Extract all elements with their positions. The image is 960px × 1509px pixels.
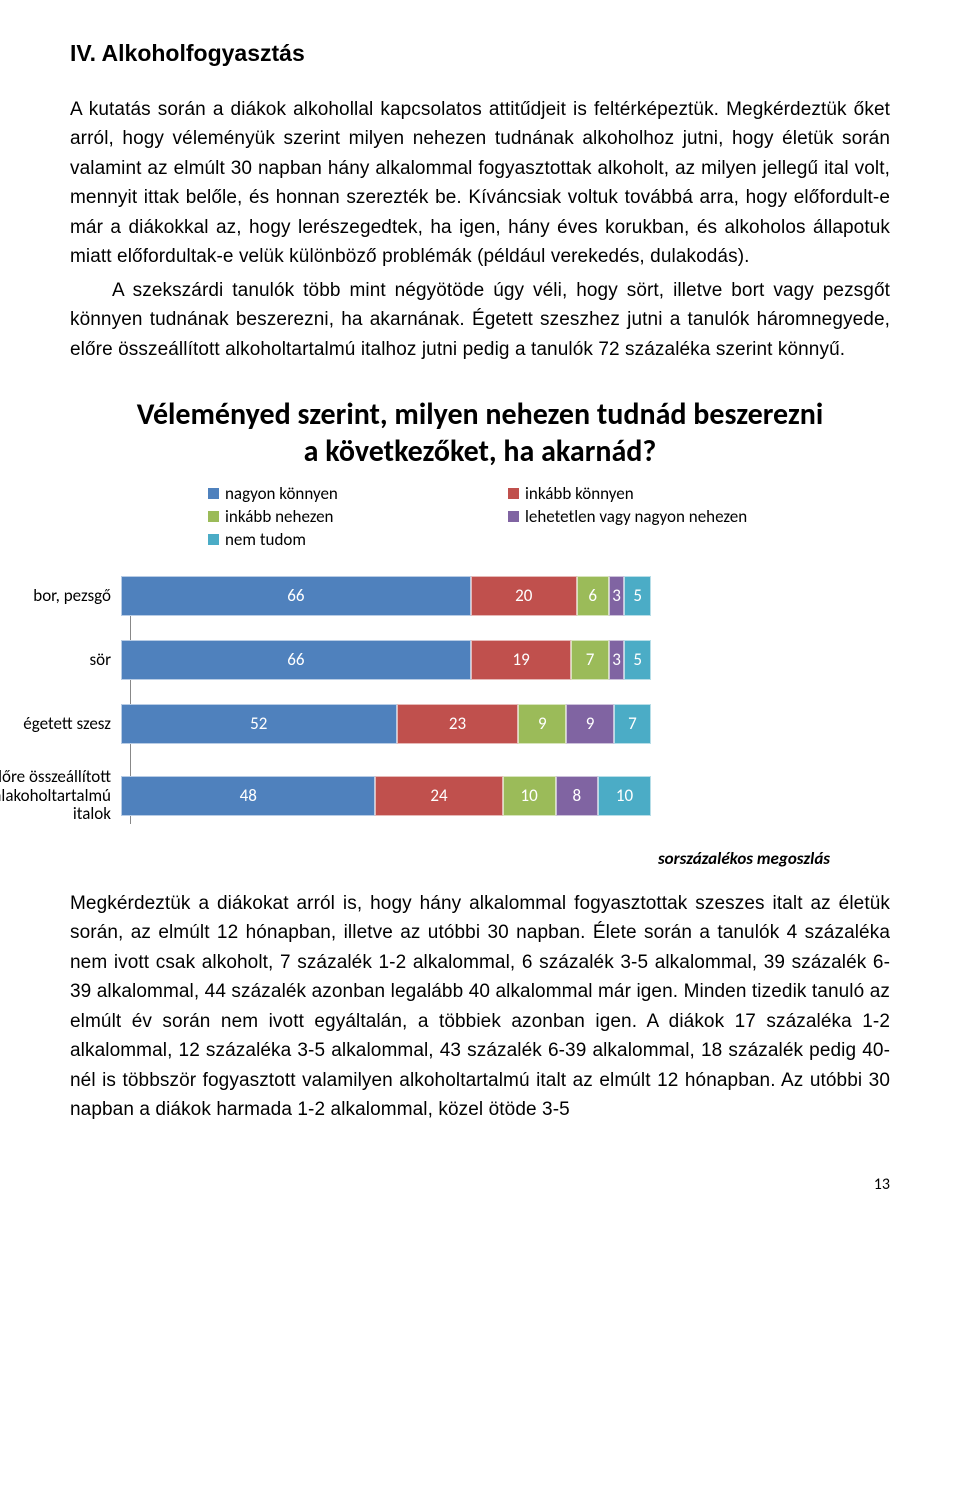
bar-category-label: bor, pezsgő [0, 587, 121, 606]
bar-segment: 20 [471, 576, 577, 616]
legend-item: lehetetlen vagy nagyon nehezen [508, 506, 808, 527]
bar-segment: 8 [556, 776, 598, 816]
bar-segment: 3 [609, 640, 625, 680]
legend-label: nagyon könnyen [225, 483, 338, 504]
legend-item: inkább nehezen [208, 506, 508, 527]
legend-swatch [208, 534, 219, 545]
chart-note: sorszázalékos megoszlás [130, 848, 830, 869]
legend-swatch [208, 488, 219, 499]
bar: 6620635 [121, 576, 651, 616]
bar: 482410810 [121, 776, 651, 816]
bar-segment: 23 [397, 704, 519, 744]
bar-row: előre összeállított alakoholtartalmú ita… [131, 768, 830, 824]
bar-segment: 10 [598, 776, 651, 816]
bar-segment: 3 [609, 576, 625, 616]
legend-swatch [508, 488, 519, 499]
bar-segment: 7 [614, 704, 651, 744]
bar-segment: 9 [566, 704, 614, 744]
legend-item: inkább könnyen [508, 483, 808, 504]
bar-row: sör6619735 [131, 640, 830, 680]
bar-row: égetett szesz5223997 [131, 704, 830, 744]
paragraph: Megkérdeztük a diákokat arról is, hogy h… [70, 889, 890, 1125]
bar-segment: 19 [471, 640, 572, 680]
bar-segment: 24 [375, 776, 502, 816]
legend-label: nem tudom [225, 529, 306, 550]
bar-category-label: sör [0, 651, 121, 670]
bar-category-label: égetett szesz [0, 715, 121, 734]
legend-item: nem tudom [208, 529, 508, 550]
legend-swatch [508, 511, 519, 522]
bar-segment: 5 [624, 640, 651, 680]
bar-segment: 48 [121, 776, 375, 816]
bar-segment: 6 [577, 576, 609, 616]
bar-segment: 9 [518, 704, 566, 744]
bar-segment: 66 [121, 576, 471, 616]
bar-segment: 7 [571, 640, 608, 680]
bar-segment: 5 [624, 576, 651, 616]
section-heading: IV. Alkoholfogyasztás [70, 40, 890, 67]
bar-row: bor, pezsgő6620635 [131, 576, 830, 616]
bar: 5223997 [121, 704, 651, 744]
paragraph: A szekszárdi tanulók több mint négyötöde… [70, 276, 890, 364]
legend-item: nagyon könnyen [208, 483, 508, 504]
bar-category-label: előre összeállított alakoholtartalmú ita… [0, 768, 121, 824]
page-number: 13 [70, 1175, 890, 1194]
chart-container: Véleményed szerint, milyen nehezen tudná… [130, 396, 830, 869]
bar-segment: 10 [503, 776, 556, 816]
bar-segment: 52 [121, 704, 397, 744]
chart-title: Véleményed szerint, milyen nehezen tudná… [130, 396, 830, 471]
legend-label: inkább könnyen [525, 483, 634, 504]
paragraph: A kutatás során a diákok alkohollal kapc… [70, 95, 890, 272]
legend-label: inkább nehezen [225, 506, 333, 527]
bar-segment: 66 [121, 640, 471, 680]
legend-swatch [208, 511, 219, 522]
chart-bars: bor, pezsgő6620635 sör6619735 égetett szes… [130, 576, 830, 824]
legend-label: lehetetlen vagy nagyon nehezen [525, 506, 747, 527]
chart-legend: nagyon könnyen inkább könnyen inkább nehez… [130, 483, 830, 552]
bar: 6619735 [121, 640, 651, 680]
